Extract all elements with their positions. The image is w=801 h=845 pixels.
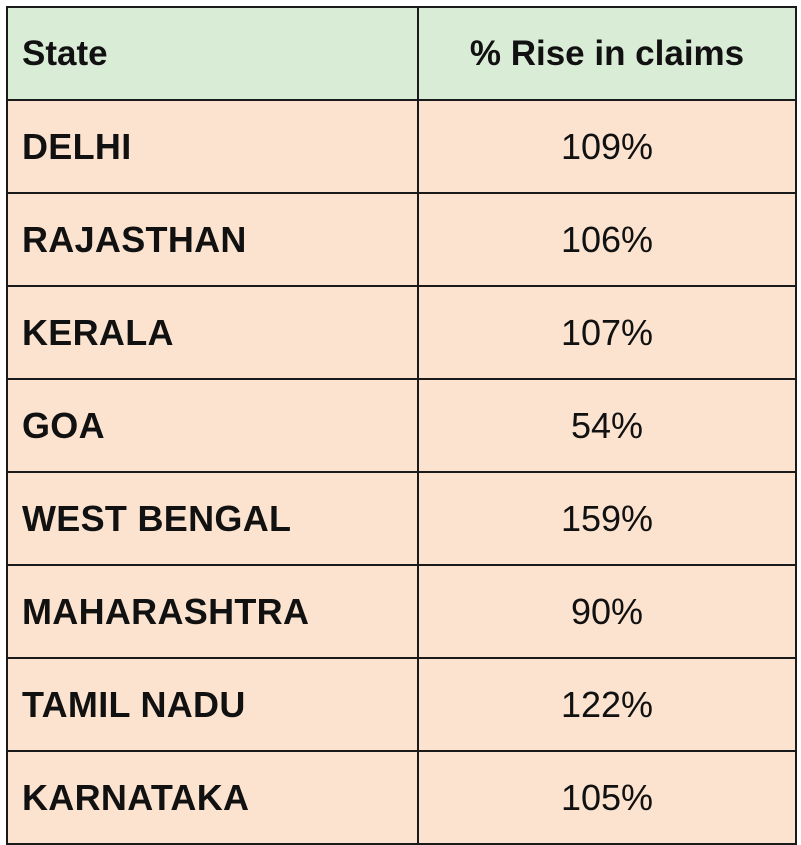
table-header: State % Rise in claims — [6, 6, 797, 101]
state-cell: DELHI — [6, 99, 419, 194]
table-row: DELHI 109% — [6, 99, 797, 194]
state-cell: WEST BENGAL — [6, 471, 419, 566]
rise-cell: 159% — [417, 471, 797, 566]
state-cell: TAMIL NADU — [6, 657, 419, 752]
rise-cell: 109% — [417, 99, 797, 194]
table-row: GOA 54% — [6, 378, 797, 473]
table-row: KARNATAKA 105% — [6, 750, 797, 845]
table-row: TAMIL NADU 122% — [6, 657, 797, 752]
claims-table: State % Rise in claims DELHI 109% RAJAST… — [6, 6, 797, 845]
rise-cell: 105% — [417, 750, 797, 845]
state-cell: RAJASTHAN — [6, 192, 419, 287]
state-cell: MAHARASHTRA — [6, 564, 419, 659]
state-cell: KARNATAKA — [6, 750, 419, 845]
state-cell: KERALA — [6, 285, 419, 380]
table-body: DELHI 109% RAJASTHAN 106% KERALA 107% GO… — [6, 99, 797, 845]
rise-cell: 107% — [417, 285, 797, 380]
column-header-rise: % Rise in claims — [417, 6, 797, 101]
table-row: MAHARASHTRA 90% — [6, 564, 797, 659]
state-cell: GOA — [6, 378, 419, 473]
table-row: WEST BENGAL 159% — [6, 471, 797, 566]
rise-cell: 54% — [417, 378, 797, 473]
claims-table-container: State % Rise in claims DELHI 109% RAJAST… — [6, 6, 797, 845]
rise-cell: 106% — [417, 192, 797, 287]
column-header-state: State — [6, 6, 419, 101]
rise-cell: 122% — [417, 657, 797, 752]
rise-cell: 90% — [417, 564, 797, 659]
table-row: RAJASTHAN 106% — [6, 192, 797, 287]
header-row: State % Rise in claims — [6, 6, 797, 101]
table-row: KERALA 107% — [6, 285, 797, 380]
